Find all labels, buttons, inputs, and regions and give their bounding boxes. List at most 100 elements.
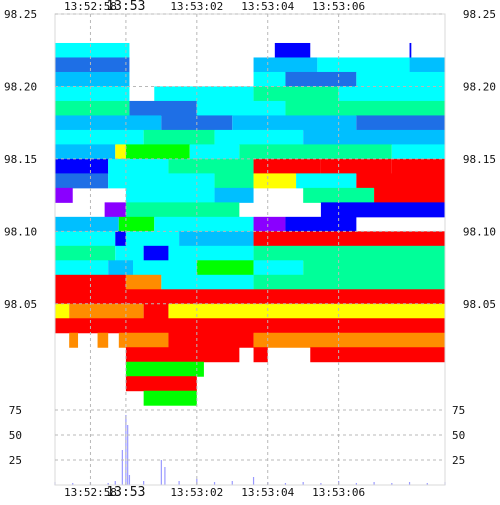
heat-cell: [125, 202, 240, 218]
price-tick-label-left: 98.20: [4, 80, 37, 93]
lower-band-cell: [253, 347, 268, 363]
heat-cell: [253, 158, 321, 174]
heatmap-layer: [55, 42, 445, 348]
lower-bands-layer: [125, 347, 445, 406]
heat-cell: [253, 57, 318, 73]
heat-cell: [409, 42, 412, 58]
volume-bar: [178, 481, 180, 485]
volume-bar: [160, 460, 162, 485]
volume-bar: [355, 483, 357, 485]
heat-cell: [214, 187, 254, 203]
heat-cell: [55, 318, 445, 334]
heat-cell: [55, 274, 126, 290]
volume-bar: [127, 425, 129, 485]
heat-cell: [338, 86, 445, 102]
heat-cell: [55, 173, 109, 189]
heat-cell: [214, 173, 254, 189]
heat-cell: [239, 144, 392, 160]
heat-cell: [143, 129, 215, 145]
heat-cell: [108, 158, 169, 174]
volume-tick-label-right: 25: [452, 454, 465, 467]
price-tick-label-right: 98.20: [463, 80, 496, 93]
heat-cell: [253, 260, 304, 276]
tick-labels-layer: 13:52:5813:52:5813:5313:5313:53:0213:53:…: [4, 0, 496, 500]
heat-cell: [356, 115, 445, 131]
heat-cell: [125, 231, 180, 247]
heat-cell: [143, 245, 169, 261]
heat-cell: [55, 216, 119, 232]
heat-cell: [69, 303, 144, 319]
heat-cell: [55, 231, 116, 247]
x-tick-label-top: 13:53:06: [312, 0, 365, 13]
lower-band-cell: [125, 361, 204, 377]
price-tick-label-left: 98.25: [4, 8, 37, 21]
volume-bar: [252, 477, 255, 485]
heat-cell: [320, 158, 392, 174]
lower-band-cell: [310, 347, 445, 363]
heat-cell: [115, 231, 126, 247]
heat-cell: [196, 260, 254, 276]
volume-bar: [231, 481, 233, 485]
heat-cell: [168, 332, 254, 348]
price-tick-label-right: 98.10: [463, 225, 496, 238]
heat-cell: [161, 274, 254, 290]
heat-cell: [55, 187, 73, 203]
heat-cell: [55, 71, 130, 87]
grid-layer: [54, 13, 446, 486]
volume-bar: [164, 467, 166, 485]
heat-cell: [55, 158, 109, 174]
heat-cell: [253, 71, 286, 87]
x-tick-label-bottom: 13:53:06: [312, 486, 365, 499]
heat-cell: [285, 71, 357, 87]
heat-cell: [55, 260, 109, 276]
heat-cell: [232, 115, 357, 131]
heat-cell: [143, 303, 169, 319]
volume-bar: [128, 475, 131, 485]
heat-cell: [118, 216, 155, 232]
volume-tick-label-left: 25: [9, 454, 22, 467]
heat-cell: [118, 332, 169, 348]
x-tick-label-top: 13:53: [106, 0, 145, 14]
heat-cell: [55, 303, 70, 319]
volume-bar: [426, 483, 428, 485]
heat-cell: [214, 129, 304, 145]
volume-bar: [114, 481, 116, 485]
volume-bar: [284, 483, 287, 485]
volume-bar: [107, 483, 109, 485]
price-tick-label-left: 98.05: [4, 298, 37, 311]
volume-bar: [408, 482, 411, 485]
heat-cell: [129, 100, 197, 116]
heat-cell: [55, 115, 162, 131]
heat-cell: [69, 332, 79, 348]
volume-tick-label-left: 50: [9, 429, 22, 442]
heat-cell: [104, 202, 126, 218]
heat-cell: [285, 216, 357, 232]
heat-cell: [108, 173, 215, 189]
heat-cell: [253, 216, 286, 232]
heat-cell: [133, 260, 197, 276]
heat-cell: [253, 274, 445, 290]
volume-tick-label-left: 75: [9, 404, 22, 417]
heat-cell: [55, 86, 130, 102]
lower-band-cell: [125, 376, 197, 392]
volume-bar: [302, 482, 304, 485]
volume-tick-label-right: 50: [452, 429, 465, 442]
x-tick-label-bottom: 13:52:58: [64, 486, 117, 499]
heat-cell: [285, 100, 445, 116]
lower-band-cell: [125, 347, 240, 363]
heat-cell: [125, 144, 190, 160]
volume-bar: [125, 415, 127, 485]
price-tick-label-right: 98.25: [463, 8, 496, 21]
heat-cell: [55, 245, 116, 261]
heat-cell: [168, 303, 445, 319]
heat-cell: [55, 100, 130, 116]
volume-bar: [320, 483, 322, 485]
heat-cell: [274, 42, 311, 58]
heat-cell: [391, 144, 445, 160]
heat-cell: [115, 245, 144, 261]
volume-bar: [143, 481, 145, 485]
heat-cell: [55, 42, 130, 58]
heat-cell: [253, 231, 445, 247]
